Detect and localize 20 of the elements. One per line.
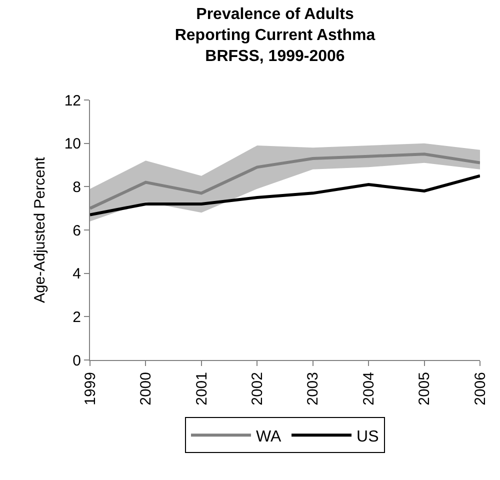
- x-tick-label: 1999: [82, 372, 99, 406]
- y-tick-label: 10: [64, 136, 81, 153]
- x-tick-label: 2000: [138, 372, 155, 406]
- y-tick-label: 12: [64, 92, 81, 110]
- x-tick-label: 2003: [304, 372, 322, 406]
- y-tick-label: 6: [72, 222, 81, 240]
- y-tick-label: 4: [72, 266, 81, 283]
- y-axis-title: Age-Adjusted Percent: [32, 156, 49, 303]
- y-tick-label: 2: [72, 308, 81, 326]
- x-tick-label: 2006: [472, 372, 489, 406]
- legend-label: US: [356, 428, 379, 446]
- x-tick-label: 2005: [416, 372, 434, 406]
- chart-title: Prevalence of Adults Reporting Current Asthma BRFSS, 1999-2006: [174, 6, 376, 65]
- x-tick-label: 2001: [193, 372, 210, 406]
- y-tick-label: 0: [72, 352, 81, 370]
- x-tick-label: 2004: [360, 372, 378, 406]
- y-tick-label: 8: [72, 178, 81, 196]
- legend-label: WA: [256, 428, 282, 446]
- line-series: [90, 174, 480, 216]
- x-tick-label: 2002: [249, 372, 266, 406]
